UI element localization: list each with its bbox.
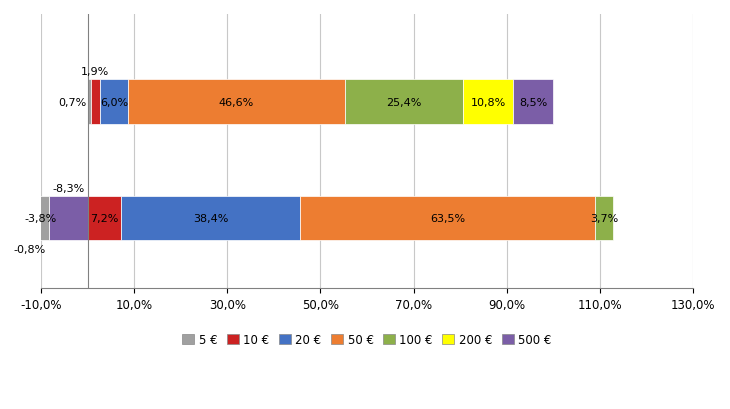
Bar — [100, 80, 128, 124]
Text: 7,2%: 7,2% — [91, 213, 119, 224]
Text: 1,9%: 1,9% — [81, 67, 110, 76]
Bar — [88, 80, 91, 124]
Text: -3,8%: -3,8% — [24, 213, 56, 224]
Bar — [345, 80, 463, 124]
Bar — [121, 197, 300, 241]
Bar — [463, 80, 513, 124]
Text: 46,6%: 46,6% — [218, 97, 254, 107]
Bar — [28, 197, 31, 241]
Text: 63,5%: 63,5% — [430, 213, 465, 224]
Bar — [128, 80, 345, 124]
Legend: 5 €, 10 €, 20 €, 50 €, 100 €, 200 €, 500 €: 5 €, 10 €, 20 €, 50 €, 100 €, 200 €, 500… — [177, 328, 556, 351]
Text: -0,8%: -0,8% — [13, 244, 46, 254]
Text: 0,7%: 0,7% — [58, 97, 86, 107]
Text: 38,4%: 38,4% — [193, 213, 228, 224]
Bar — [513, 80, 553, 124]
Text: 25,4%: 25,4% — [386, 97, 421, 107]
Bar — [88, 197, 121, 241]
Text: 3,7%: 3,7% — [590, 213, 618, 224]
Bar — [49, 197, 88, 241]
Bar — [31, 197, 49, 241]
Bar — [596, 197, 612, 241]
Bar — [300, 197, 596, 241]
Bar — [91, 80, 100, 124]
Text: -8,3%: -8,3% — [53, 183, 85, 193]
Text: 10,8%: 10,8% — [470, 97, 506, 107]
Text: 8,5%: 8,5% — [519, 97, 547, 107]
Text: 6,0%: 6,0% — [100, 97, 128, 107]
